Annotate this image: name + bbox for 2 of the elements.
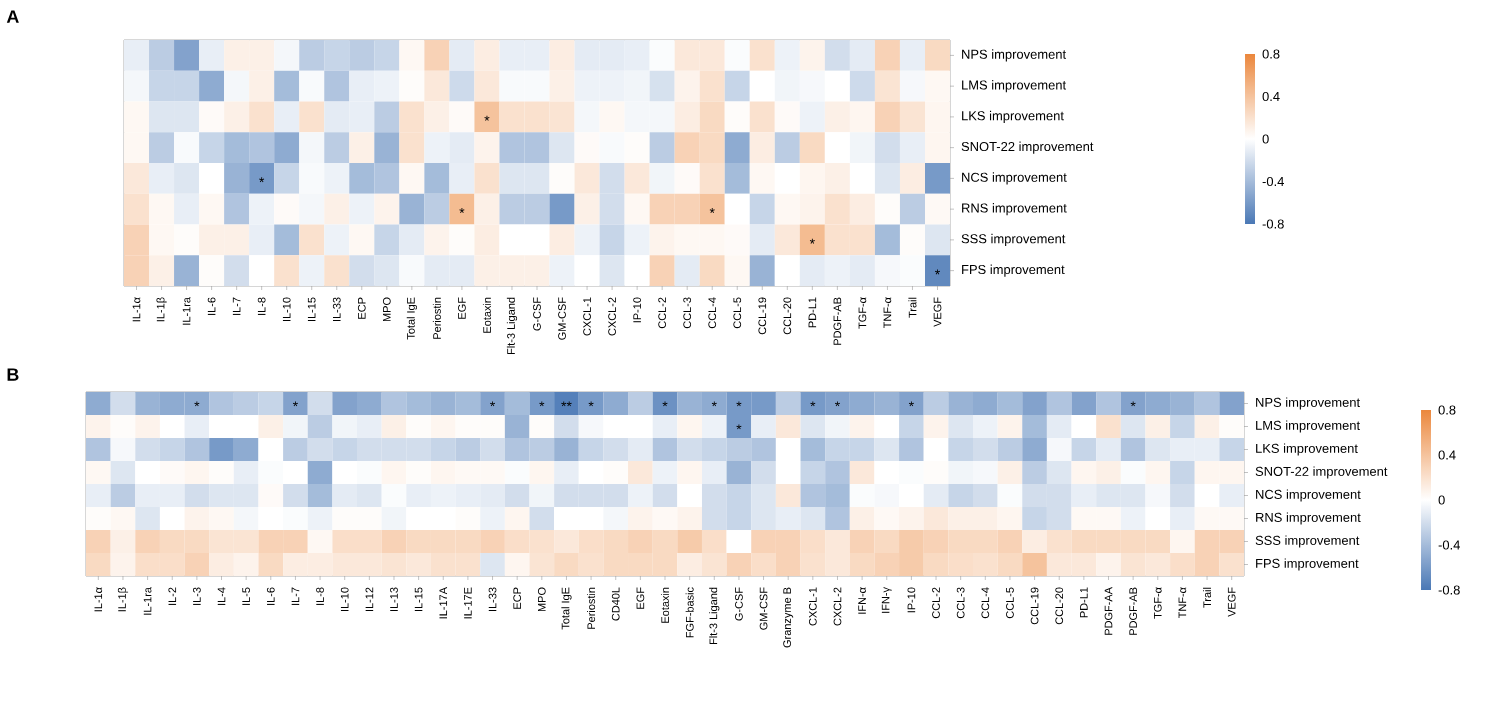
chart-title: A [6, 10, 19, 23]
chart-title: B [7, 368, 19, 381]
